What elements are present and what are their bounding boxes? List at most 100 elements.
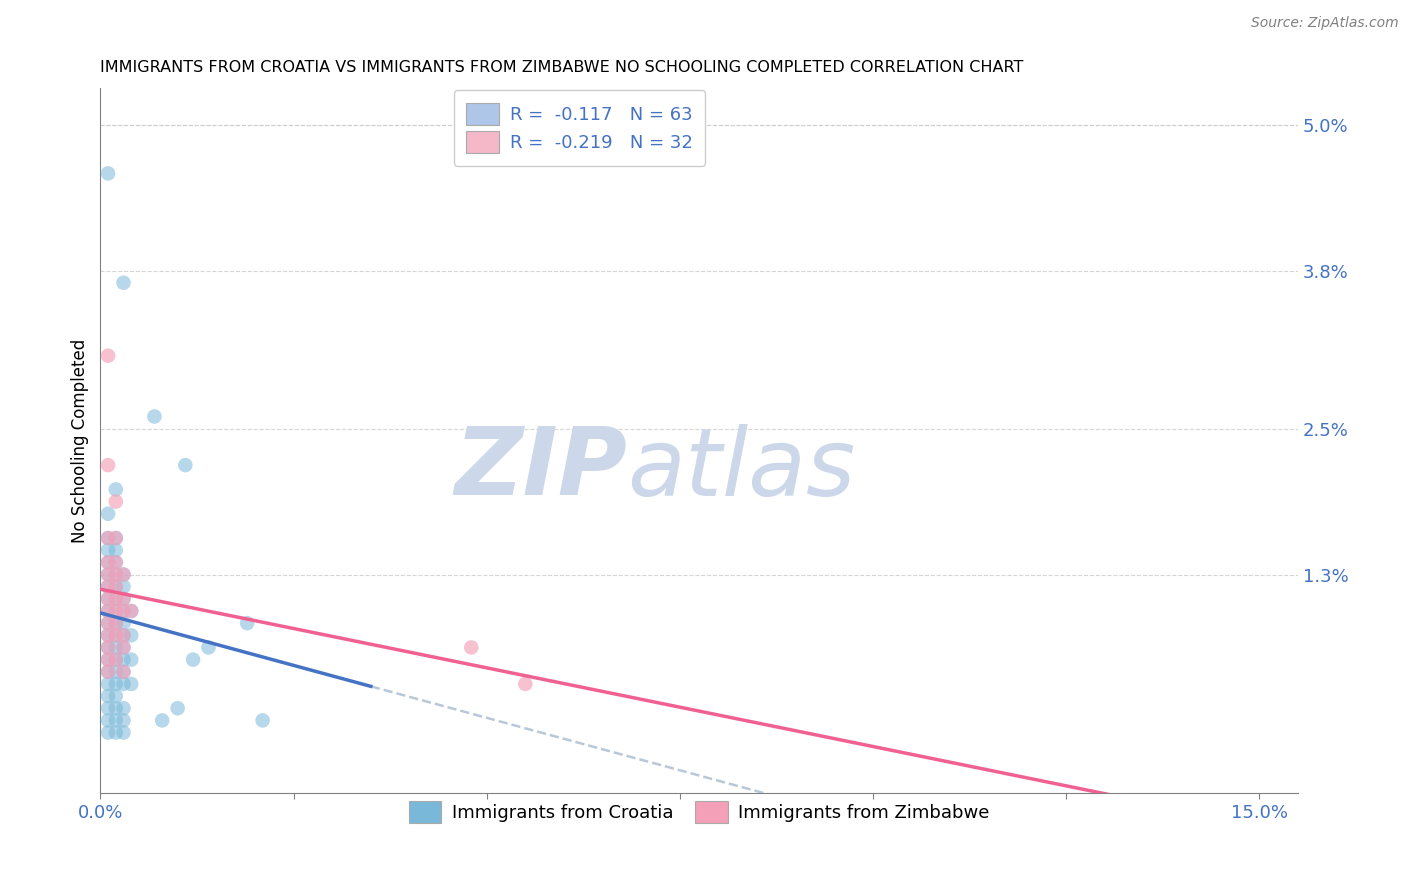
Point xyxy=(97,567,120,582)
Point xyxy=(104,652,127,666)
Point xyxy=(97,349,120,363)
Point xyxy=(104,604,127,618)
Point xyxy=(97,604,120,618)
Point xyxy=(515,677,537,691)
Point xyxy=(97,555,120,569)
Point xyxy=(120,652,142,666)
Point xyxy=(150,714,173,728)
Point xyxy=(112,725,135,739)
Point xyxy=(97,507,120,521)
Legend: Immigrants from Croatia, Immigrants from Zimbabwe: Immigrants from Croatia, Immigrants from… xyxy=(398,790,1001,834)
Point xyxy=(104,531,127,545)
Point xyxy=(104,616,127,631)
Point xyxy=(104,543,127,558)
Text: IMMIGRANTS FROM CROATIA VS IMMIGRANTS FROM ZIMBABWE NO SCHOOLING COMPLETED CORRE: IMMIGRANTS FROM CROATIA VS IMMIGRANTS FR… xyxy=(100,60,1024,75)
Point xyxy=(112,665,135,679)
Point xyxy=(97,458,120,472)
Point xyxy=(112,591,135,606)
Point xyxy=(112,604,135,618)
Point xyxy=(120,604,142,618)
Point xyxy=(112,665,135,679)
Point xyxy=(104,652,127,666)
Point xyxy=(174,458,197,472)
Point xyxy=(104,567,127,582)
Point xyxy=(112,276,135,290)
Point xyxy=(181,652,204,666)
Point xyxy=(97,591,120,606)
Point xyxy=(97,714,120,728)
Point xyxy=(112,652,135,666)
Point xyxy=(112,567,135,582)
Point xyxy=(236,616,259,631)
Point xyxy=(97,689,120,703)
Point xyxy=(97,616,120,631)
Point xyxy=(104,604,127,618)
Point xyxy=(97,591,120,606)
Point xyxy=(104,725,127,739)
Point xyxy=(104,677,127,691)
Point xyxy=(112,714,135,728)
Point xyxy=(97,652,120,666)
Point xyxy=(104,628,127,642)
Point xyxy=(104,616,127,631)
Point xyxy=(104,665,127,679)
Point xyxy=(104,591,127,606)
Point xyxy=(460,640,482,655)
Point xyxy=(104,689,127,703)
Point xyxy=(97,567,120,582)
Point xyxy=(112,616,135,631)
Point xyxy=(97,628,120,642)
Point xyxy=(112,591,135,606)
Point xyxy=(97,531,120,545)
Point xyxy=(97,665,120,679)
Point xyxy=(104,628,127,642)
Point xyxy=(112,580,135,594)
Point xyxy=(97,640,120,655)
Point xyxy=(97,677,120,691)
Y-axis label: No Schooling Completed: No Schooling Completed xyxy=(72,339,89,543)
Point xyxy=(97,580,120,594)
Point xyxy=(120,604,142,618)
Point xyxy=(104,555,127,569)
Point xyxy=(97,701,120,715)
Point xyxy=(112,640,135,655)
Point xyxy=(120,628,142,642)
Point xyxy=(97,555,120,569)
Point xyxy=(120,677,142,691)
Point xyxy=(104,640,127,655)
Point xyxy=(104,555,127,569)
Point xyxy=(104,483,127,497)
Point xyxy=(97,652,120,666)
Point xyxy=(104,591,127,606)
Text: ZIP: ZIP xyxy=(454,423,627,515)
Text: Source: ZipAtlas.com: Source: ZipAtlas.com xyxy=(1251,16,1399,30)
Point xyxy=(166,701,188,715)
Point xyxy=(97,580,120,594)
Point xyxy=(112,628,135,642)
Point xyxy=(97,543,120,558)
Point xyxy=(97,166,120,180)
Point xyxy=(112,567,135,582)
Point xyxy=(97,531,120,545)
Point xyxy=(97,628,120,642)
Point xyxy=(104,701,127,715)
Point xyxy=(104,714,127,728)
Point xyxy=(97,616,120,631)
Point xyxy=(197,640,219,655)
Point xyxy=(112,628,135,642)
Point xyxy=(112,640,135,655)
Point xyxy=(104,567,127,582)
Point xyxy=(97,640,120,655)
Point xyxy=(112,701,135,715)
Point xyxy=(97,665,120,679)
Text: atlas: atlas xyxy=(627,424,856,515)
Point xyxy=(97,604,120,618)
Point xyxy=(104,580,127,594)
Point xyxy=(112,677,135,691)
Point xyxy=(104,580,127,594)
Point xyxy=(112,604,135,618)
Point xyxy=(104,494,127,508)
Point xyxy=(252,714,274,728)
Point xyxy=(104,531,127,545)
Point xyxy=(143,409,166,424)
